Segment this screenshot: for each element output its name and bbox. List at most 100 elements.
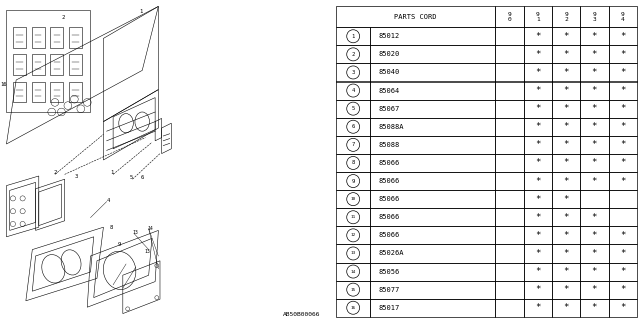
Text: 8: 8: [351, 160, 355, 165]
Bar: [580, 281, 609, 299]
Bar: [524, 299, 552, 317]
Bar: [495, 172, 524, 190]
Bar: [552, 27, 580, 45]
Text: 2: 2: [53, 170, 56, 175]
Text: 85066: 85066: [378, 178, 399, 184]
Text: *: *: [620, 104, 625, 113]
Text: *: *: [563, 140, 569, 149]
Bar: [552, 208, 580, 226]
Text: *: *: [592, 158, 597, 167]
Bar: [495, 45, 524, 63]
Bar: [524, 226, 552, 244]
Bar: [371, 281, 495, 299]
Bar: [336, 100, 371, 118]
Text: *: *: [563, 285, 569, 294]
Text: 85088A: 85088A: [378, 124, 404, 130]
Text: *: *: [620, 177, 625, 186]
Bar: [495, 281, 524, 299]
Bar: [495, 244, 524, 262]
Text: *: *: [535, 213, 541, 222]
Bar: [495, 208, 524, 226]
Text: *: *: [563, 50, 569, 59]
Bar: [371, 45, 495, 63]
Bar: [524, 45, 552, 63]
Bar: [371, 154, 495, 172]
Text: *: *: [620, 158, 625, 167]
Text: 5: 5: [129, 175, 132, 180]
Text: 1: 1: [351, 34, 355, 39]
Text: 16: 16: [351, 306, 356, 310]
Text: 13: 13: [132, 229, 138, 235]
Bar: [609, 244, 637, 262]
Text: *: *: [592, 249, 597, 258]
Bar: [371, 100, 495, 118]
Text: *: *: [620, 249, 625, 258]
Bar: [552, 118, 580, 136]
Bar: [609, 208, 637, 226]
Text: 85077: 85077: [378, 287, 399, 293]
Text: 9
4: 9 4: [621, 12, 625, 22]
Text: *: *: [620, 50, 625, 59]
Bar: [336, 244, 371, 262]
Text: *: *: [620, 231, 625, 240]
Bar: [580, 190, 609, 208]
Text: *: *: [620, 303, 625, 312]
Text: 85066: 85066: [378, 232, 399, 238]
Text: 9
2: 9 2: [564, 12, 568, 22]
Text: *: *: [620, 267, 625, 276]
Bar: [580, 208, 609, 226]
Bar: [371, 208, 495, 226]
Text: 6: 6: [141, 175, 144, 180]
Text: *: *: [592, 267, 597, 276]
Text: 13: 13: [144, 249, 150, 254]
Bar: [609, 45, 637, 63]
Bar: [524, 6, 552, 27]
Bar: [524, 208, 552, 226]
Bar: [524, 118, 552, 136]
Text: 4: 4: [107, 197, 110, 203]
Text: *: *: [592, 104, 597, 113]
Text: *: *: [563, 231, 569, 240]
Text: 1: 1: [110, 170, 113, 175]
Bar: [609, 190, 637, 208]
Bar: [371, 136, 495, 154]
Bar: [609, 6, 637, 27]
Text: *: *: [535, 195, 541, 204]
Text: *: *: [620, 68, 625, 77]
Bar: [609, 136, 637, 154]
Text: 85067: 85067: [378, 106, 399, 112]
Bar: [552, 154, 580, 172]
Text: 15: 15: [351, 288, 356, 292]
Bar: [371, 299, 495, 317]
Text: *: *: [592, 68, 597, 77]
Bar: [524, 136, 552, 154]
Text: *: *: [592, 140, 597, 149]
Bar: [552, 190, 580, 208]
Text: *: *: [563, 195, 569, 204]
Text: *: *: [592, 213, 597, 222]
Bar: [552, 136, 580, 154]
Text: *: *: [535, 177, 541, 186]
Text: 10: 10: [351, 197, 356, 201]
Text: *: *: [563, 32, 569, 41]
Text: 85066: 85066: [378, 160, 399, 166]
Bar: [609, 226, 637, 244]
Bar: [552, 244, 580, 262]
Text: 13: 13: [351, 252, 356, 255]
Text: 1: 1: [139, 9, 142, 14]
Text: 14: 14: [147, 226, 153, 231]
Bar: [552, 226, 580, 244]
Bar: [336, 262, 371, 281]
Text: 85056: 85056: [378, 268, 399, 275]
Text: 11: 11: [351, 215, 356, 219]
Bar: [552, 82, 580, 100]
Bar: [580, 118, 609, 136]
Text: *: *: [592, 303, 597, 312]
Text: *: *: [592, 32, 597, 41]
Bar: [580, 244, 609, 262]
Bar: [609, 262, 637, 281]
Bar: [495, 6, 524, 27]
Bar: [495, 226, 524, 244]
Bar: [371, 27, 495, 45]
Text: *: *: [620, 140, 625, 149]
